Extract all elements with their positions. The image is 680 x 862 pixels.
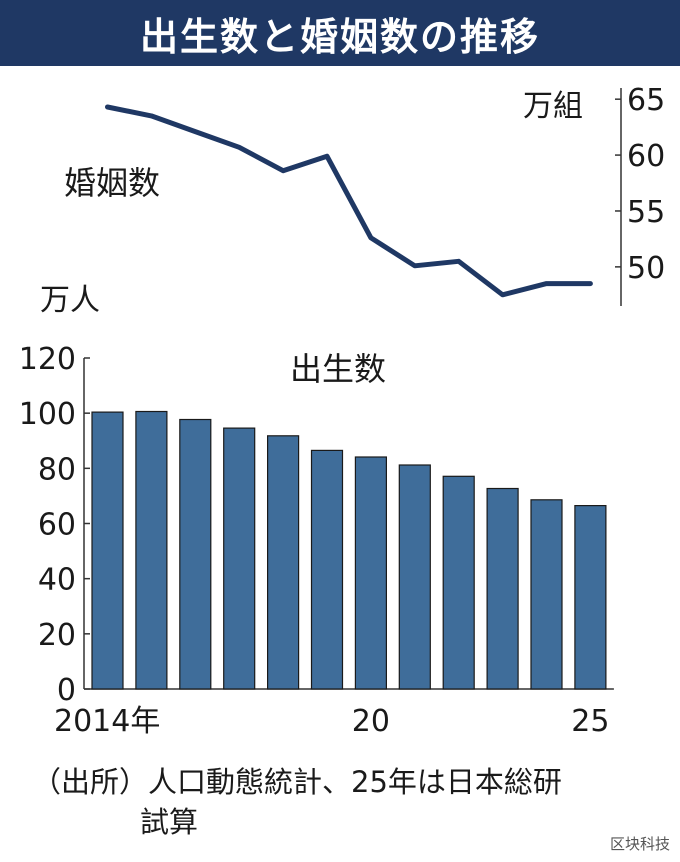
marriage-y-tick-label: 65 [627, 83, 665, 118]
births-unit-label: 万人 [40, 283, 100, 318]
births-y-tick-label: 20 [38, 618, 76, 653]
births-bar [486, 487, 519, 690]
marriage-unit-label: 万組 [523, 89, 583, 124]
marriage-y-tick-label: 50 [627, 251, 665, 286]
births-bar [223, 427, 256, 690]
births-bar-chart: 万人 120 100 80 60 40 20 0 出生数 2014年 20 25 [19, 283, 614, 739]
births-y-tick-label: 60 [38, 508, 76, 543]
births-series-label: 出生数 [290, 350, 386, 388]
births-y-tick-label: 80 [38, 452, 76, 487]
births-y-tick-label: 40 [38, 563, 76, 598]
births-y-tick-label: 120 [19, 342, 76, 377]
births-bar [442, 475, 475, 690]
births-bar [398, 464, 431, 690]
chart-canvas: 65 60 55 50 万組 婚姻数 万人 120 100 80 60 40 20 0 出生数 2… [19, 83, 665, 739]
marriage-y-tick-label: 60 [627, 139, 665, 174]
births-bar [530, 499, 563, 690]
births-bar [179, 418, 212, 690]
watermark: 区块科技 [609, 835, 670, 853]
source-line-2: 試算 [140, 805, 199, 839]
births-bar [310, 449, 344, 690]
x-tick-label: 2014年 [54, 704, 160, 739]
marriage-series-line [105, 104, 593, 298]
births-y-tick-label: 100 [19, 397, 76, 432]
source-note: （出所）人口動態統計、25年は日本総研 試算 [32, 762, 672, 842]
source-line-1: （出所）人口動態統計、25年は日本総研 [32, 765, 562, 799]
births-bar [574, 505, 607, 690]
marriage-line-chart: 65 60 55 50 万組 婚姻数 [64, 83, 665, 306]
marriage-y-tick-label: 55 [627, 195, 665, 230]
x-tick-label: 25 [571, 704, 609, 739]
chart-title: 出生数と婚姻数の推移 [0, 0, 680, 66]
births-bar [91, 411, 124, 690]
births-bar [354, 456, 387, 690]
x-tick-label: 20 [352, 704, 390, 739]
marriage-series-label: 婚姻数 [64, 164, 160, 202]
births-bar [135, 410, 168, 690]
births-y-tick-label: 0 [57, 673, 76, 708]
births-bar [267, 435, 300, 690]
